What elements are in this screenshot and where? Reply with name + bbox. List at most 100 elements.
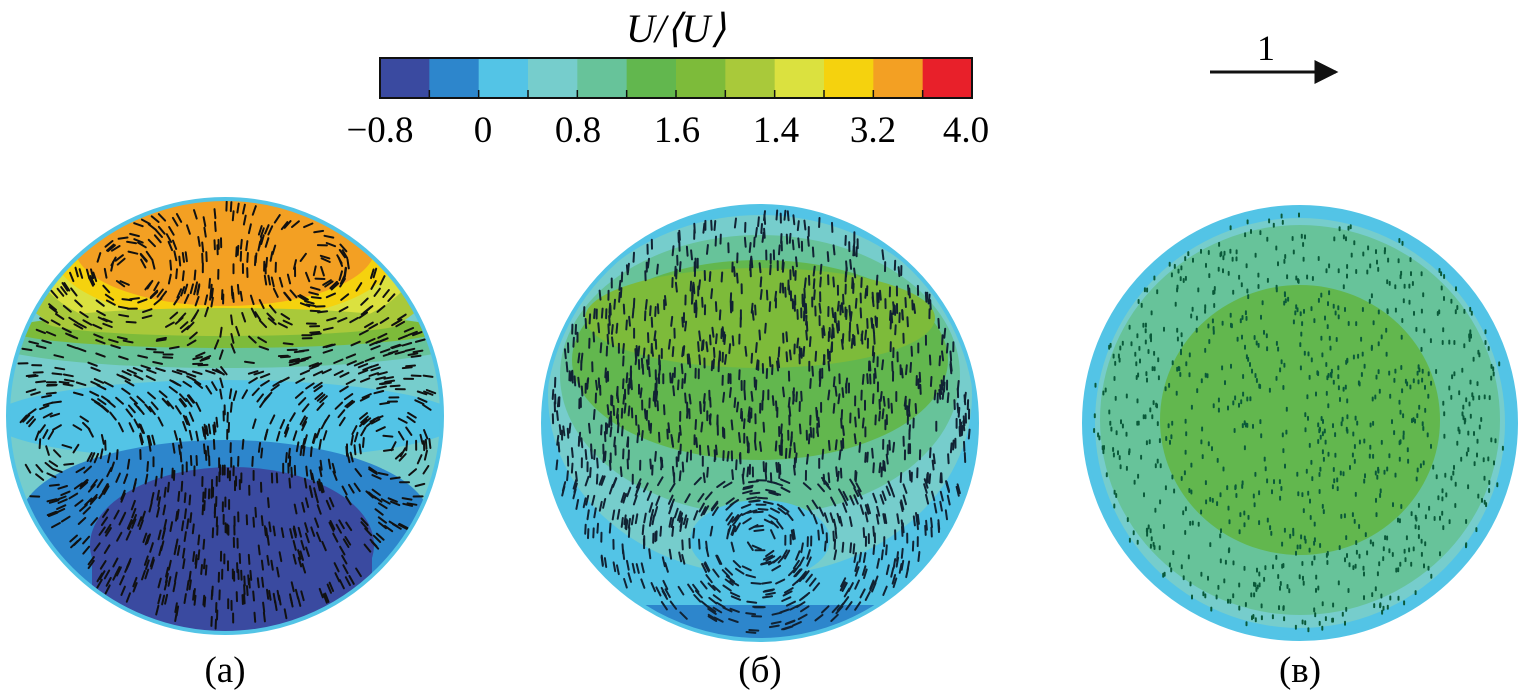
velocity-vector bbox=[796, 337, 800, 349]
velocity-vector bbox=[866, 503, 871, 515]
velocity-vector bbox=[716, 554, 723, 565]
velocity-vector bbox=[368, 468, 378, 475]
velocity-vector bbox=[93, 333, 104, 339]
velocity-vector bbox=[264, 224, 270, 235]
velocity-vector bbox=[741, 473, 745, 485]
velocity-vector bbox=[72, 391, 84, 396]
velocity-vector bbox=[841, 425, 845, 436]
velocity-vector bbox=[345, 495, 352, 506]
velocity-vector bbox=[818, 506, 825, 517]
velocity-vector bbox=[139, 432, 144, 444]
velocity-vector bbox=[182, 414, 189, 426]
velocity-vector bbox=[82, 545, 91, 555]
velocity-vector bbox=[600, 554, 604, 566]
velocity-vector bbox=[698, 354, 702, 366]
velocity-vector bbox=[728, 618, 739, 623]
velocity-vector bbox=[125, 592, 131, 603]
velocity-vector bbox=[232, 390, 238, 401]
velocity-vector bbox=[721, 569, 730, 578]
velocity-vector bbox=[746, 436, 749, 447]
velocity-vector bbox=[344, 399, 354, 408]
velocity-vector bbox=[328, 521, 335, 532]
velocity-vector bbox=[373, 415, 384, 421]
colorbar-tick-label: 0 bbox=[474, 110, 493, 151]
velocity-vector bbox=[711, 506, 719, 516]
velocity-vector bbox=[882, 585, 888, 596]
velocity-vector bbox=[311, 362, 323, 368]
velocity-vector bbox=[588, 422, 591, 434]
velocity-vector bbox=[838, 515, 843, 527]
velocity-vector bbox=[938, 388, 942, 400]
velocity-vector bbox=[87, 483, 96, 493]
velocity-vector bbox=[287, 447, 291, 459]
velocity-vector bbox=[140, 258, 147, 269]
velocity-vector bbox=[674, 281, 678, 293]
velocity-vector bbox=[235, 246, 238, 258]
velocity-vector bbox=[797, 237, 801, 249]
velocity-vector bbox=[839, 467, 843, 479]
velocity-vector bbox=[812, 265, 816, 277]
velocity-vector bbox=[378, 337, 389, 343]
velocity-vector bbox=[669, 498, 675, 509]
velocity-vector bbox=[862, 552, 867, 563]
velocity-vector bbox=[774, 440, 778, 452]
velocity-vector bbox=[743, 236, 747, 248]
velocity-vector bbox=[698, 330, 702, 342]
velocity-vector bbox=[726, 528, 730, 540]
velocity-vector bbox=[875, 513, 880, 525]
velocity-vector bbox=[960, 425, 964, 436]
velocity-vector bbox=[140, 364, 151, 370]
velocity-vector bbox=[667, 338, 671, 350]
velocity-vector bbox=[339, 371, 350, 378]
velocity-vector bbox=[257, 240, 262, 252]
velocity-vector bbox=[264, 237, 270, 248]
velocity-vector bbox=[338, 249, 346, 259]
velocity-vector bbox=[74, 266, 79, 278]
velocity-vector bbox=[900, 499, 905, 511]
velocity-vector bbox=[775, 209, 779, 221]
velocity-vector bbox=[693, 594, 702, 603]
velocity-vector bbox=[821, 605, 830, 614]
panel-b-velocity-vectors bbox=[551, 209, 971, 634]
velocity-vector bbox=[956, 402, 960, 414]
velocity-vector bbox=[724, 567, 734, 576]
velocity-vector bbox=[129, 232, 140, 238]
velocity-vector bbox=[58, 380, 70, 384]
velocity-vector bbox=[89, 390, 100, 397]
velocity-vector bbox=[852, 543, 856, 555]
velocity-vector bbox=[76, 347, 87, 353]
velocity-vector bbox=[30, 391, 41, 396]
velocity-vector bbox=[272, 380, 283, 387]
velocity-vector bbox=[175, 213, 183, 223]
velocity-vector bbox=[861, 373, 865, 385]
velocity-vector bbox=[428, 438, 432, 449]
velocity-vector bbox=[360, 517, 369, 527]
velocity-vector bbox=[130, 499, 136, 511]
velocity-vector bbox=[172, 239, 178, 250]
velocity-vector bbox=[241, 438, 245, 450]
velocity-vector bbox=[722, 331, 726, 343]
velocity-vector bbox=[593, 449, 596, 460]
velocity-vector bbox=[724, 354, 728, 365]
velocity-vector bbox=[100, 434, 105, 445]
velocity-vector bbox=[137, 354, 148, 359]
velocity-vector bbox=[193, 594, 197, 606]
velocity-vector bbox=[93, 378, 105, 384]
velocity-vector bbox=[945, 480, 950, 491]
colorbar-tick-label: 1.6 bbox=[654, 110, 700, 151]
velocity-vector bbox=[343, 393, 354, 401]
velocity-vector bbox=[733, 266, 736, 277]
velocity-vector bbox=[789, 604, 800, 611]
velocity-vector bbox=[298, 349, 310, 353]
velocity-vector bbox=[189, 455, 193, 466]
velocity-vector bbox=[585, 494, 590, 506]
velocity-vector bbox=[344, 536, 352, 546]
velocity-vector bbox=[382, 289, 390, 298]
velocity-vector bbox=[885, 564, 890, 576]
velocity-vector bbox=[157, 416, 164, 427]
velocity-vector bbox=[160, 467, 164, 479]
velocity-vector bbox=[204, 449, 208, 461]
velocity-vector bbox=[342, 538, 350, 548]
panel-a-contours bbox=[8, 199, 442, 633]
velocity-vector bbox=[355, 282, 363, 292]
